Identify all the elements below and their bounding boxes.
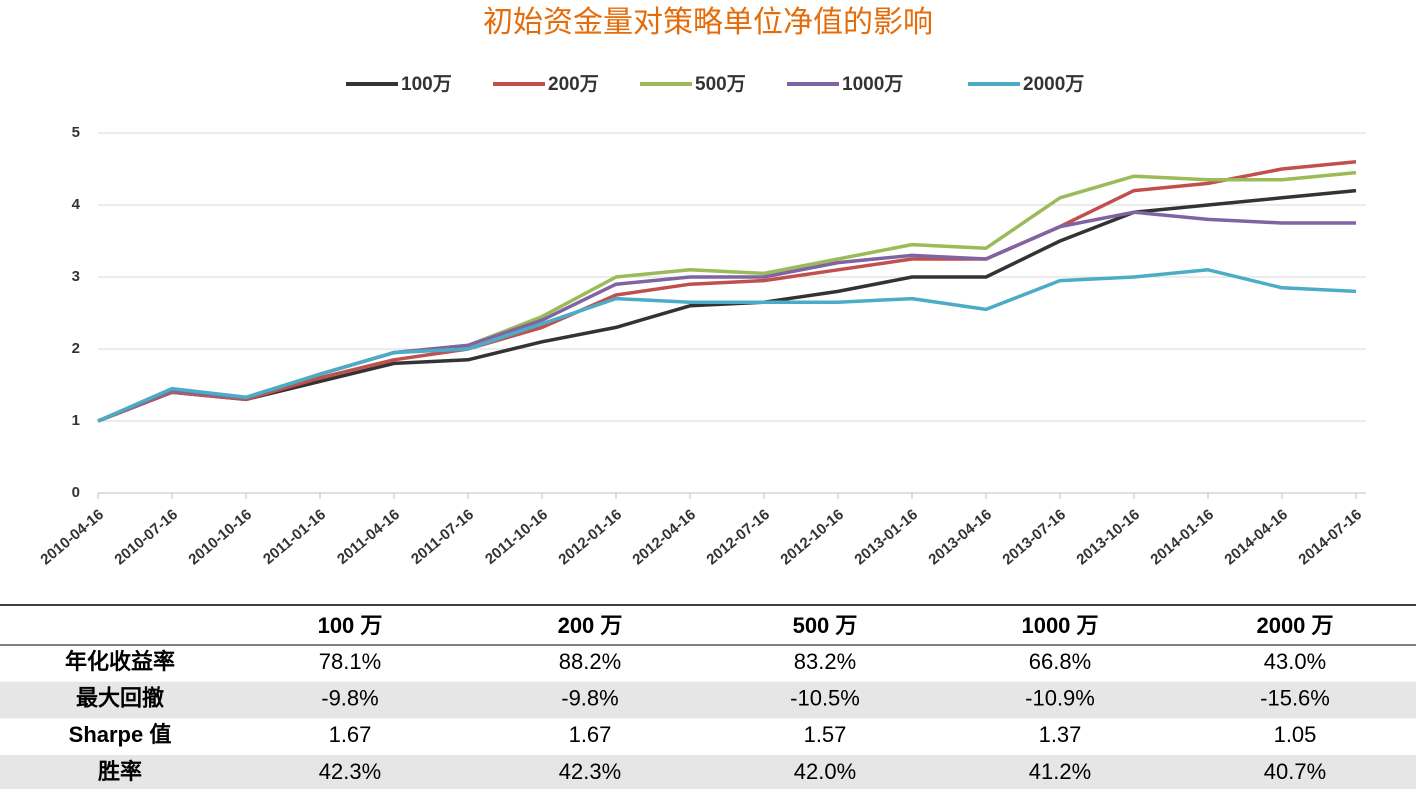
table-cell: 1.67 bbox=[329, 722, 372, 747]
line-series bbox=[97, 268, 1357, 423]
x-tick-label: 2013-01-16 bbox=[851, 506, 921, 568]
table-header: 100 万 bbox=[318, 613, 383, 638]
row-label: 最大回撤 bbox=[76, 686, 164, 711]
legend-label: 1000万 bbox=[842, 74, 903, 95]
row-band bbox=[0, 755, 1416, 792]
x-tick-label: 2012-07-16 bbox=[703, 506, 773, 568]
table-cell: 41.2% bbox=[1029, 759, 1091, 784]
y-tick-label: 1 bbox=[72, 412, 80, 429]
y-tick-label: 2 bbox=[72, 340, 80, 357]
row-label: 年化收益率 bbox=[65, 649, 175, 674]
table-cell: 43.0% bbox=[1264, 649, 1326, 674]
table-cell: -9.8% bbox=[561, 686, 618, 711]
row-label: Sharpe 值 bbox=[69, 722, 172, 747]
table-cell: 1.37 bbox=[1039, 722, 1082, 747]
chart-title: 初始资金量对策略单位净值的影响 bbox=[483, 5, 933, 40]
table-cell: 88.2% bbox=[559, 649, 621, 674]
y-tick-label: 4 bbox=[72, 196, 81, 213]
table-header: 500 万 bbox=[793, 613, 858, 638]
x-tick-label: 2011-04-16 bbox=[334, 506, 403, 568]
y-tick-label: 5 bbox=[72, 124, 80, 141]
table-cell: 42.3% bbox=[559, 759, 621, 784]
x-tick-label: 2010-07-16 bbox=[111, 506, 181, 568]
row-label: 胜率 bbox=[98, 759, 142, 784]
table-header: 1000 万 bbox=[1021, 613, 1098, 638]
table-cell: -10.9% bbox=[1025, 686, 1095, 711]
table-cell: -15.6% bbox=[1260, 686, 1330, 711]
x-tick-label: 2011-10-16 bbox=[482, 506, 551, 568]
table-cell: 83.2% bbox=[794, 649, 856, 674]
x-tick-label: 2013-07-16 bbox=[999, 506, 1069, 568]
x-tick-label: 2013-10-16 bbox=[1073, 506, 1143, 568]
table-cell: 66.8% bbox=[1029, 649, 1091, 674]
table-header: 200 万 bbox=[558, 613, 623, 638]
line-series bbox=[97, 160, 1357, 423]
table-cell: 42.0% bbox=[794, 759, 856, 784]
line-series bbox=[97, 188, 1357, 423]
legend-label: 200万 bbox=[548, 74, 599, 95]
x-tick-label: 2014-01-16 bbox=[1147, 506, 1217, 568]
y-tick-label: 3 bbox=[72, 268, 80, 285]
x-tick-label: 2012-01-16 bbox=[555, 506, 625, 568]
table-cell: 1.57 bbox=[804, 722, 847, 747]
table-cell: 40.7% bbox=[1264, 759, 1326, 784]
y-tick-label: 0 bbox=[72, 484, 80, 501]
x-tick-label: 2014-07-16 bbox=[1295, 506, 1365, 568]
x-tick-label: 2012-04-16 bbox=[629, 506, 699, 568]
x-tick-label: 2014-04-16 bbox=[1221, 506, 1291, 568]
x-tick-label: 2012-10-16 bbox=[777, 506, 847, 568]
x-tick-label: 2010-10-16 bbox=[185, 506, 255, 568]
x-tick-label: 2013-04-16 bbox=[925, 506, 995, 568]
table-cell: 1.67 bbox=[569, 722, 612, 747]
table-cell: -9.8% bbox=[321, 686, 378, 711]
table-header: 2000 万 bbox=[1256, 613, 1333, 638]
table-cell: 42.3% bbox=[319, 759, 381, 784]
table-cell: -10.5% bbox=[790, 686, 860, 711]
table-cell: 78.1% bbox=[319, 649, 381, 674]
x-tick-label: 2010-04-16 bbox=[37, 506, 107, 568]
table-cell: 1.05 bbox=[1274, 722, 1317, 747]
legend-label: 500万 bbox=[695, 74, 746, 95]
legend-label: 100万 bbox=[401, 74, 452, 95]
x-tick-label: 2011-01-16 bbox=[260, 506, 329, 568]
row-band bbox=[0, 681, 1416, 719]
legend-label: 2000万 bbox=[1023, 74, 1084, 95]
x-tick-label: 2011-07-16 bbox=[408, 506, 477, 568]
